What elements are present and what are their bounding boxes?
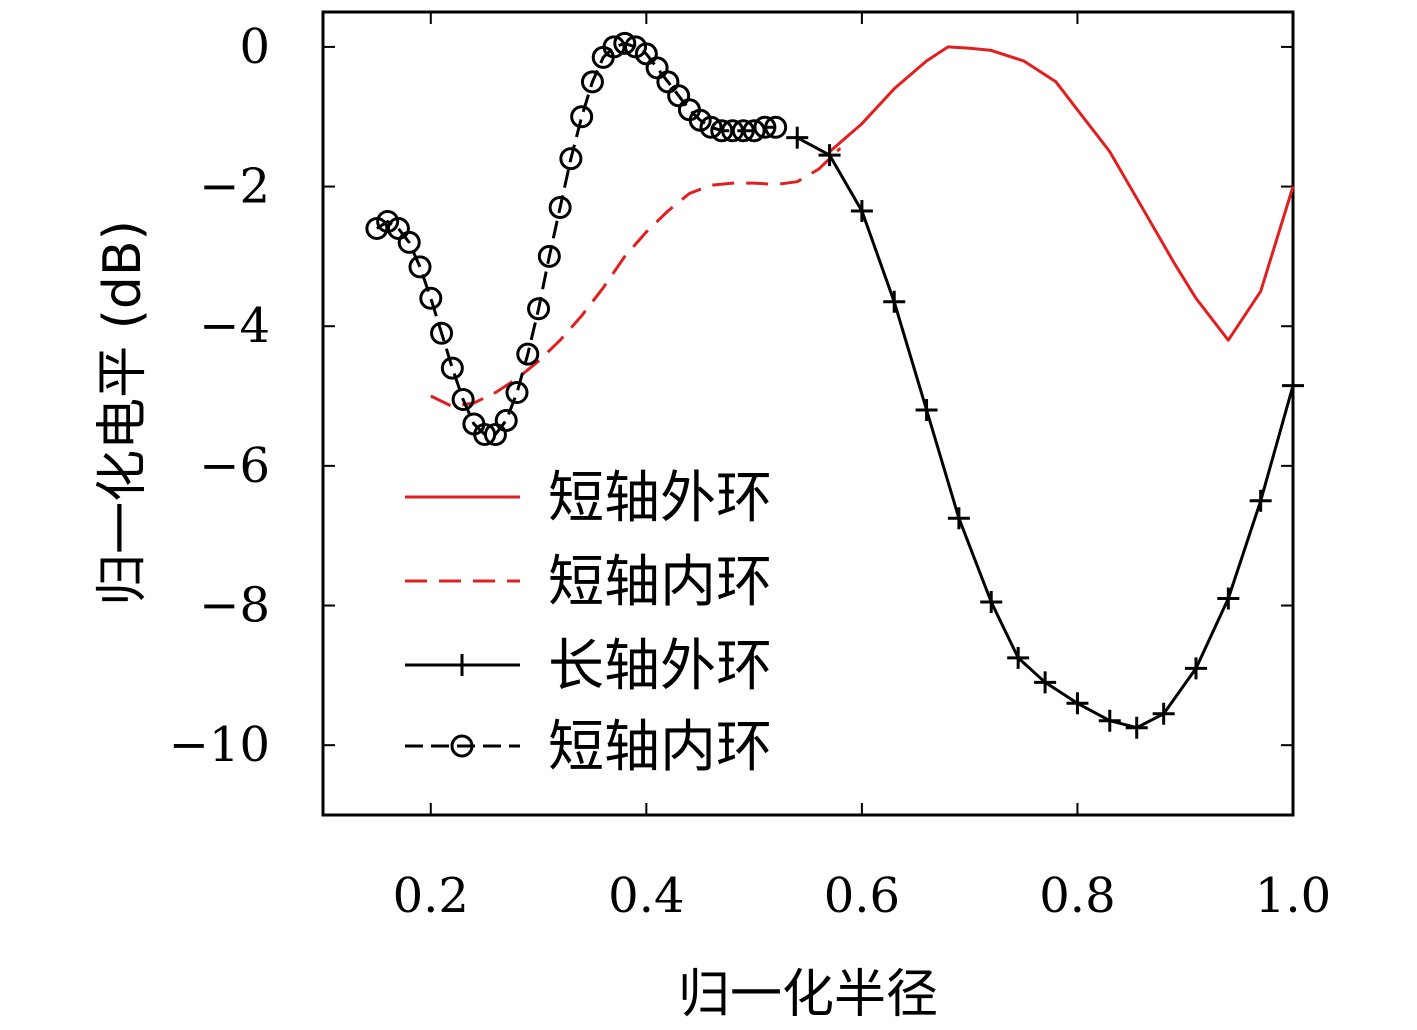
y-axis-label: 归一化电平 (dB) <box>93 220 153 606</box>
plus-marker <box>451 654 473 676</box>
series-line <box>796 136 1295 730</box>
series-3 <box>786 126 1304 739</box>
legend-entry: 短轴外环 <box>405 466 772 531</box>
legend-entry: 短轴内环 <box>405 715 772 780</box>
plus-marker <box>947 507 970 530</box>
x-tick-label: 0.8 <box>1039 868 1115 924</box>
x-tick-label: 0.6 <box>824 868 900 924</box>
circle-marker <box>580 70 604 94</box>
circle-marker <box>451 388 475 412</box>
plus-marker <box>1282 374 1304 397</box>
x-tick-label: 0.4 <box>608 868 684 924</box>
circle-marker <box>742 119 766 143</box>
circle-marker <box>699 115 723 139</box>
circle-marker <box>494 408 518 432</box>
plus-marker <box>786 126 809 149</box>
plus-marker <box>1185 657 1207 680</box>
circle-marker <box>397 230 421 254</box>
circle-marker <box>721 119 745 143</box>
x-tick-label: 0.2 <box>393 868 469 924</box>
circle-marker <box>505 381 529 405</box>
legend-entry: 短轴内环 <box>405 550 772 615</box>
circle-marker <box>430 321 454 345</box>
y-tick-label: 0 <box>239 19 270 75</box>
series-line <box>430 147 842 408</box>
circle-marker <box>602 35 626 59</box>
ticks-layer: 0.2 0.4 0.6 0.8 1.0 0 −2 −4 −6 −8 −10 <box>169 12 1331 924</box>
plus-marker <box>1098 709 1121 732</box>
legend-label: 短轴外环 <box>548 466 772 531</box>
legend-entry: 长轴外环 <box>405 634 772 699</box>
circle-marker <box>548 196 572 220</box>
x-tick-label: 1.0 <box>1255 868 1331 924</box>
y-tick-label: −8 <box>199 578 270 634</box>
series-2 <box>430 147 842 408</box>
plus-marker <box>1217 587 1240 610</box>
circle-marker <box>419 286 443 310</box>
circle-marker <box>764 115 788 139</box>
plus-marker <box>980 591 1003 614</box>
circle-marker <box>731 119 755 143</box>
series-line <box>376 41 776 436</box>
series-4 <box>365 31 788 446</box>
plus-marker <box>915 399 938 422</box>
circle-marker <box>450 734 474 758</box>
plus-marker <box>1034 671 1057 694</box>
circle-marker <box>710 119 734 143</box>
circle-marker <box>645 56 669 80</box>
series-1 <box>828 45 1295 342</box>
plus-marker <box>1249 489 1272 512</box>
circle-marker <box>537 244 561 268</box>
plus-marker <box>1007 646 1030 669</box>
circle-marker <box>613 31 637 55</box>
circle-marker <box>570 105 594 129</box>
circle-marker <box>559 147 583 171</box>
y-tick-label: −4 <box>199 298 270 354</box>
series-line <box>828 45 1295 342</box>
plot-frame <box>321 10 1295 817</box>
y-tick-label: −6 <box>199 438 270 494</box>
y-tick-label: −2 <box>199 159 270 215</box>
circle-marker <box>440 356 464 380</box>
circle-marker <box>408 255 432 279</box>
y-tick-label: −10 <box>169 717 270 773</box>
plus-marker <box>1066 692 1089 715</box>
series-layer <box>365 31 1304 739</box>
circle-marker <box>473 422 497 446</box>
plus-marker <box>1125 716 1148 739</box>
legend-label: 长轴外环 <box>548 634 772 699</box>
plus-marker <box>883 290 906 313</box>
legend-label: 短轴内环 <box>548 550 772 615</box>
legend-label: 短轴内环 <box>548 715 772 780</box>
plus-marker <box>818 144 841 167</box>
x-axis-label: 归一化半径 <box>678 965 938 1025</box>
circle-marker <box>753 115 777 139</box>
circle-marker <box>527 297 551 321</box>
circle-marker <box>516 342 540 366</box>
plus-marker <box>850 200 873 223</box>
plus-marker <box>1152 702 1175 725</box>
